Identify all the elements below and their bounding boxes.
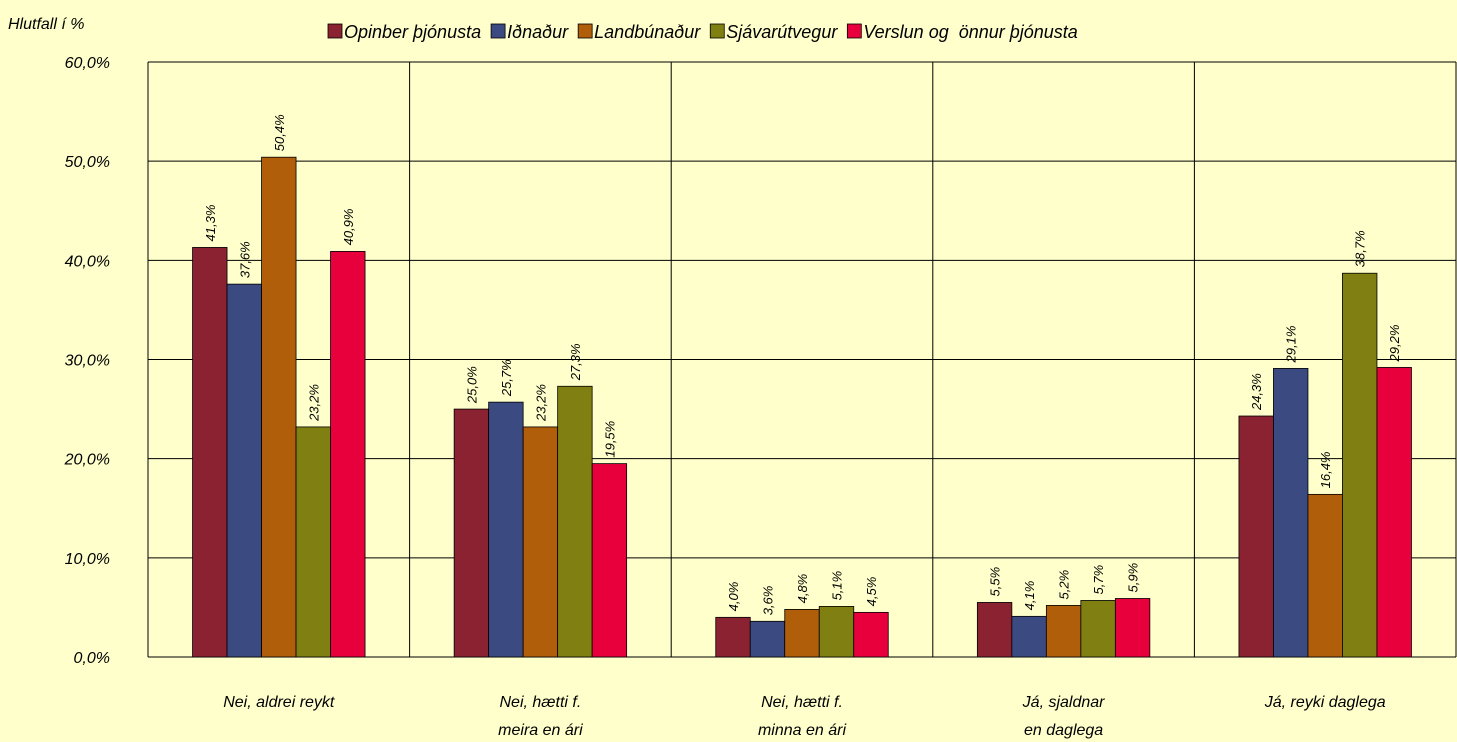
bar [1238,415,1274,658]
y-tick-label: 40,0% [65,253,110,270]
value-label: 40,9% [341,209,356,246]
bar [853,611,889,658]
bar [1342,272,1378,658]
x-tick-label: Já, sjaldnar en daglega [1022,694,1105,739]
value-label: 24,3% [1249,373,1264,411]
value-label: 38,7% [1353,230,1368,267]
bar [330,251,366,658]
value-label: 5,7% [1091,565,1106,595]
legend-label: Sjávarútvegur [726,22,838,42]
value-label: 29,1% [1284,326,1299,364]
value-label: 4,8% [795,574,810,604]
bar [784,609,820,658]
legend-swatch [709,23,725,39]
value-label: 19,5% [602,421,617,458]
value-label: 5,9% [1126,563,1141,593]
bar [591,463,628,658]
bar [715,616,751,658]
legend-swatch [577,23,593,39]
legend-swatch [490,23,506,39]
value-label: 16,4% [1318,451,1333,488]
legend-swatch [846,23,862,39]
legend-label: Verslun og önnur þjónusta [863,22,1077,42]
x-tick-label: Nei, hætti f. minna en ári [758,694,846,739]
value-label: 4,1% [1022,581,1037,611]
bar [1376,367,1412,658]
value-label: 4,5% [864,577,879,607]
legend-label: Iðnaður [507,22,569,42]
y-tick-label: 50,0% [65,154,110,171]
x-tick-label: Já, reyki daglega [1264,694,1386,711]
bar [749,620,786,658]
bar [1045,605,1082,658]
value-label: 29,2% [1387,325,1402,363]
bar [818,606,855,658]
y-axis-label: Hlutfall í % [8,16,84,33]
y-tick-label: 30,0% [65,353,110,370]
y-tick-label: 60,0% [65,55,110,72]
bar [522,426,559,658]
bar [226,283,262,658]
y-tick-label: 20,0% [64,452,110,469]
value-label: 5,1% [830,571,845,601]
bar [976,602,1013,658]
bar [453,408,490,658]
legend-label: Opinber þjónusta [344,22,481,42]
value-label: 23,2% [533,384,548,422]
bar [1273,368,1309,658]
value-label: 25,7% [499,359,514,397]
y-tick-label: 10,0% [65,551,110,568]
x-tick-label: Nei, hætti f. meira en ári [498,694,583,739]
value-label: 25,0% [464,366,479,404]
value-label: 5,2% [1057,570,1072,600]
value-label: 41,3% [203,205,218,242]
bar [488,401,524,658]
bar [1114,598,1151,658]
value-label: 37,6% [237,241,252,278]
value-label: 3,6% [761,586,776,616]
value-label: 27,3% [568,343,583,381]
legend-swatch [327,23,343,39]
bar [261,156,297,658]
value-label: 5,5% [988,567,1003,597]
legend-label: Landbúnaður [594,22,701,42]
bar [295,426,331,658]
bar [192,247,228,658]
y-tick-label: 0,0% [74,650,110,667]
x-tick-label: Nei, aldrei reykt [223,694,335,711]
bar [1307,493,1343,658]
bar [557,385,593,658]
value-label: 23,2% [306,384,321,422]
value-label: 4,0% [726,582,741,612]
bar [1011,615,1047,658]
bar [1080,600,1116,658]
value-label: 50,4% [272,114,287,151]
